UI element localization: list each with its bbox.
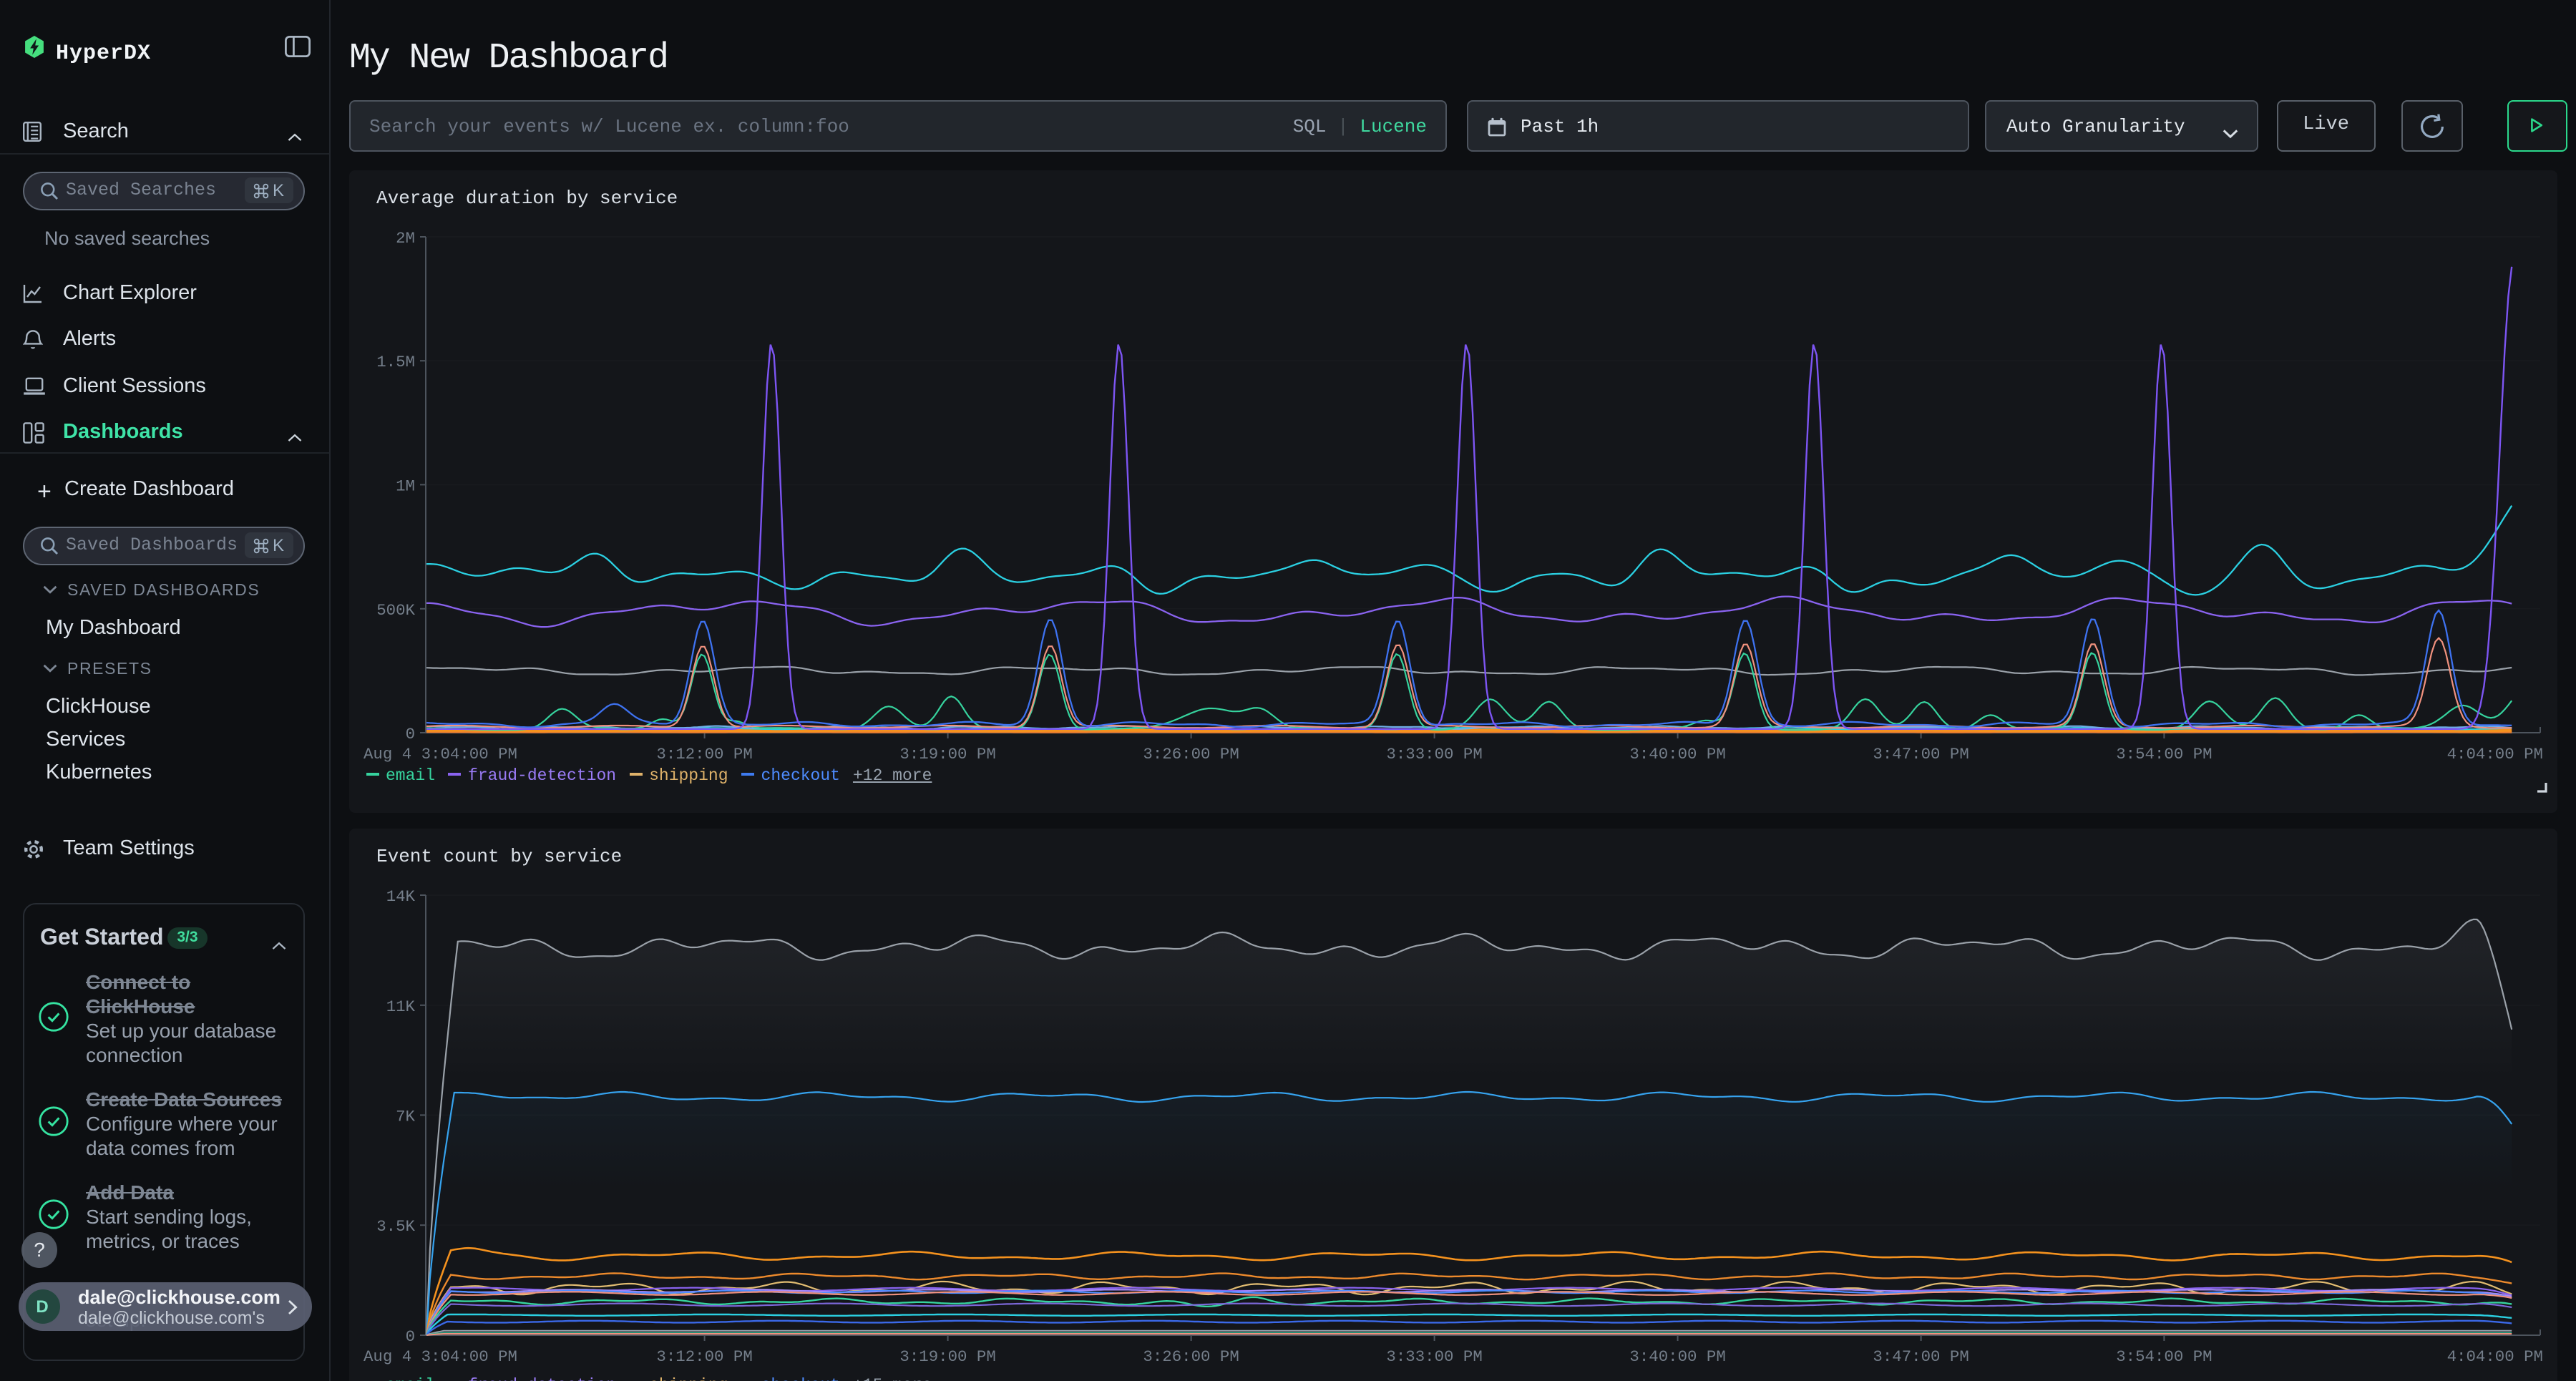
svg-text:7K: 7K [396, 1107, 415, 1126]
svg-text:3:26:00 PM: 3:26:00 PM [1143, 744, 1239, 763]
svg-text:3:26:00 PM: 3:26:00 PM [1143, 1347, 1239, 1366]
svg-text:14K: 14K [386, 887, 416, 906]
svg-text:0: 0 [406, 724, 415, 743]
svg-text:11K: 11K [386, 997, 416, 1016]
svg-text:3:33:00 PM: 3:33:00 PM [1386, 1347, 1482, 1366]
svg-text:3:54:00 PM: 3:54:00 PM [2116, 744, 2212, 763]
svg-text:3:40:00 PM: 3:40:00 PM [1629, 1347, 1725, 1366]
svg-text:2M: 2M [396, 228, 415, 247]
svg-text:Aug 4 3:04:00 PM: Aug 4 3:04:00 PM [364, 744, 517, 763]
svg-text:3:47:00 PM: 3:47:00 PM [1873, 1347, 1968, 1366]
svg-text:1.5M: 1.5M [376, 352, 415, 371]
svg-text:3:33:00 PM: 3:33:00 PM [1386, 744, 1482, 763]
svg-text:3:47:00 PM: 3:47:00 PM [1873, 744, 1968, 763]
svg-text:3:40:00 PM: 3:40:00 PM [1629, 744, 1725, 763]
svg-text:4:04:00 PM: 4:04:00 PM [2447, 1347, 2543, 1366]
svg-text:3:12:00 PM: 3:12:00 PM [656, 744, 752, 763]
svg-text:0: 0 [406, 1327, 415, 1346]
svg-text:3.5K: 3.5K [376, 1217, 415, 1236]
svg-text:1M: 1M [396, 476, 415, 494]
svg-text:3:12:00 PM: 3:12:00 PM [656, 1347, 752, 1366]
svg-text:3:54:00 PM: 3:54:00 PM [2116, 1347, 2212, 1366]
svg-text:3:19:00 PM: 3:19:00 PM [899, 1347, 995, 1366]
svg-text:4:04:00 PM: 4:04:00 PM [2447, 744, 2543, 763]
svg-text:Aug 4 3:04:00 PM: Aug 4 3:04:00 PM [364, 1347, 517, 1366]
svg-text:500K: 500K [376, 600, 415, 619]
svg-text:3:19:00 PM: 3:19:00 PM [899, 744, 995, 763]
